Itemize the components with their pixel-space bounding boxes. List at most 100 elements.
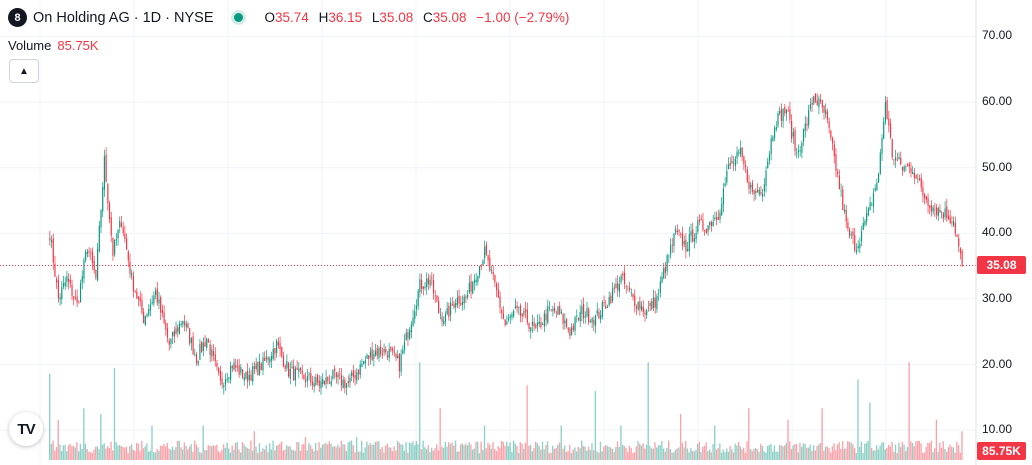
candle bbox=[593, 316, 595, 332]
candle-body bbox=[956, 235, 958, 237]
candle bbox=[661, 271, 663, 284]
candle bbox=[889, 118, 892, 140]
volume-bar bbox=[645, 444, 648, 460]
candle-body bbox=[656, 296, 658, 310]
volume-bar bbox=[347, 442, 349, 460]
candle bbox=[316, 373, 319, 386]
volume-bar bbox=[760, 443, 762, 460]
candle-body bbox=[279, 343, 281, 350]
candle-body bbox=[804, 123, 806, 131]
volume-bar bbox=[210, 446, 213, 460]
volume-bar bbox=[361, 440, 363, 460]
candle-body bbox=[859, 243, 861, 249]
candle-body bbox=[518, 307, 520, 308]
candle-body bbox=[557, 306, 559, 315]
candle bbox=[195, 352, 198, 366]
volume-bar bbox=[577, 447, 579, 460]
volume-bar bbox=[403, 450, 406, 460]
candle-body bbox=[144, 316, 146, 326]
volume-bar bbox=[789, 441, 791, 460]
candle-body bbox=[340, 375, 343, 386]
volume-bar bbox=[222, 444, 225, 460]
candle bbox=[125, 233, 128, 251]
candle-body bbox=[734, 158, 736, 166]
candle bbox=[932, 205, 934, 216]
candle bbox=[294, 365, 297, 387]
candle bbox=[502, 306, 505, 320]
candle bbox=[542, 322, 544, 325]
candle bbox=[308, 371, 310, 381]
volume-bar bbox=[118, 445, 121, 460]
candle bbox=[85, 249, 87, 263]
volume-bar bbox=[466, 445, 469, 460]
candle bbox=[528, 322, 530, 333]
candle bbox=[680, 232, 682, 239]
volume-bar bbox=[829, 452, 832, 460]
candle-body bbox=[95, 269, 97, 279]
candle bbox=[56, 276, 58, 290]
candle bbox=[110, 211, 112, 242]
volume-bar bbox=[320, 447, 322, 460]
candle bbox=[903, 165, 905, 173]
volume-bar bbox=[620, 425, 622, 460]
candle bbox=[821, 99, 823, 114]
volume-bar bbox=[802, 443, 805, 460]
candle-body bbox=[422, 286, 424, 289]
volume-label[interactable]: Volume bbox=[8, 38, 52, 53]
volume-bar bbox=[296, 442, 298, 460]
volume-bar bbox=[229, 452, 232, 460]
volume-bar bbox=[178, 440, 180, 460]
candle bbox=[371, 342, 373, 362]
collapse-legend-button[interactable]: ▲ bbox=[9, 59, 39, 83]
volume-bar bbox=[698, 441, 701, 460]
candle-body bbox=[426, 278, 428, 288]
volume-bar bbox=[819, 442, 822, 460]
volume-bar bbox=[340, 440, 342, 460]
volume-bar bbox=[512, 440, 515, 460]
candle bbox=[432, 274, 435, 300]
candle-body bbox=[81, 276, 83, 283]
candle-body bbox=[715, 217, 718, 220]
candle-body bbox=[456, 297, 458, 306]
candle bbox=[864, 218, 866, 227]
candle bbox=[489, 249, 491, 273]
market-status-icon[interactable] bbox=[233, 13, 243, 22]
volume-bar bbox=[867, 440, 869, 460]
volume-bar bbox=[357, 451, 360, 460]
volume-bar bbox=[599, 441, 602, 460]
candle-body bbox=[402, 349, 404, 355]
candle-body bbox=[820, 99, 822, 102]
candle-body bbox=[823, 105, 825, 113]
candle bbox=[642, 300, 644, 317]
candle bbox=[71, 279, 73, 301]
candle bbox=[332, 369, 334, 381]
candle bbox=[455, 298, 457, 313]
candle-body bbox=[269, 358, 271, 363]
candle bbox=[611, 282, 614, 304]
candle-body bbox=[330, 380, 332, 385]
volume-bar bbox=[570, 453, 573, 460]
volume-bar bbox=[743, 447, 745, 460]
candle-body bbox=[513, 310, 515, 317]
tradingview-logo-icon[interactable]: TV bbox=[9, 412, 43, 446]
symbol-title[interactable]: On Holding AG · 1D · NYSE bbox=[33, 9, 214, 26]
candle-body bbox=[458, 295, 460, 304]
volume-bar bbox=[703, 445, 706, 460]
candle-body bbox=[131, 273, 133, 276]
candle bbox=[840, 183, 842, 197]
candle-body bbox=[705, 229, 707, 234]
candle bbox=[276, 338, 278, 358]
volume-bar bbox=[922, 452, 924, 460]
candle-body bbox=[789, 108, 791, 120]
candle bbox=[591, 316, 593, 329]
candle bbox=[103, 149, 106, 197]
candle-body bbox=[477, 275, 479, 283]
volume-bar bbox=[108, 447, 111, 460]
candle-body bbox=[141, 300, 143, 313]
volume-bar bbox=[147, 451, 150, 460]
volume-bar bbox=[683, 447, 685, 460]
candle-body bbox=[499, 296, 501, 308]
volume-bar bbox=[773, 445, 776, 460]
volume-bar bbox=[932, 452, 934, 460]
